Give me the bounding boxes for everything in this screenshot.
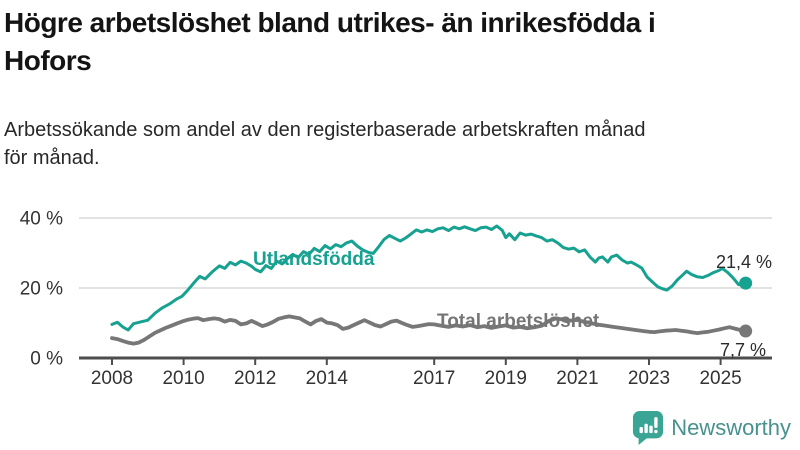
- x-tick-label: 2008: [91, 368, 133, 389]
- series-label-utlandsfodda: Utlandsfödda: [253, 249, 375, 270]
- series-end-dot-total: [739, 324, 753, 338]
- series-label-total-arbetsloshet: Total arbetslöshet: [437, 311, 600, 332]
- chart-subtitle-line1: Arbetssökande som andel av den registerb…: [4, 119, 646, 141]
- end-value-label-total: 7,7 %: [720, 340, 767, 360]
- chart-subtitle: Arbetssökande som andel av den registerb…: [4, 116, 794, 172]
- x-tick-label: 2017: [413, 368, 455, 389]
- x-tick-label: 2023: [628, 368, 670, 389]
- series-line-utlandsfodda: [110, 224, 748, 332]
- brand-name: Newsworthy: [671, 415, 791, 440]
- x-tick-label: 2025: [699, 368, 741, 389]
- y-tick-label: 0 %: [30, 349, 63, 370]
- chart-title-line1: Högre arbetslöshet bland utrikes- än inr…: [4, 7, 656, 38]
- x-tick-label: 2019: [485, 368, 527, 389]
- x-tick-label: 2014: [306, 368, 349, 389]
- brand-footer: Newsworthy: [632, 410, 791, 446]
- x-tick-label: 2010: [162, 368, 204, 389]
- end-value-label-utlandsfodda: 21,4 %: [716, 252, 773, 272]
- chart-title-line2: Hofors: [4, 45, 92, 76]
- chart-subtitle-line2: för månad.: [4, 147, 100, 169]
- x-tick-label: 2012: [234, 368, 276, 389]
- series-line-total: [110, 314, 748, 346]
- chart-title: Högre arbetslöshet bland utrikes- än inr…: [4, 4, 784, 80]
- y-tick-label: 40 %: [20, 209, 63, 230]
- newsworthy-logo-icon: [633, 411, 664, 445]
- y-tick-label: 20 %: [20, 279, 63, 300]
- x-tick-label: 2021: [556, 368, 598, 389]
- series-end-dot-utlandsfodda: [739, 276, 753, 290]
